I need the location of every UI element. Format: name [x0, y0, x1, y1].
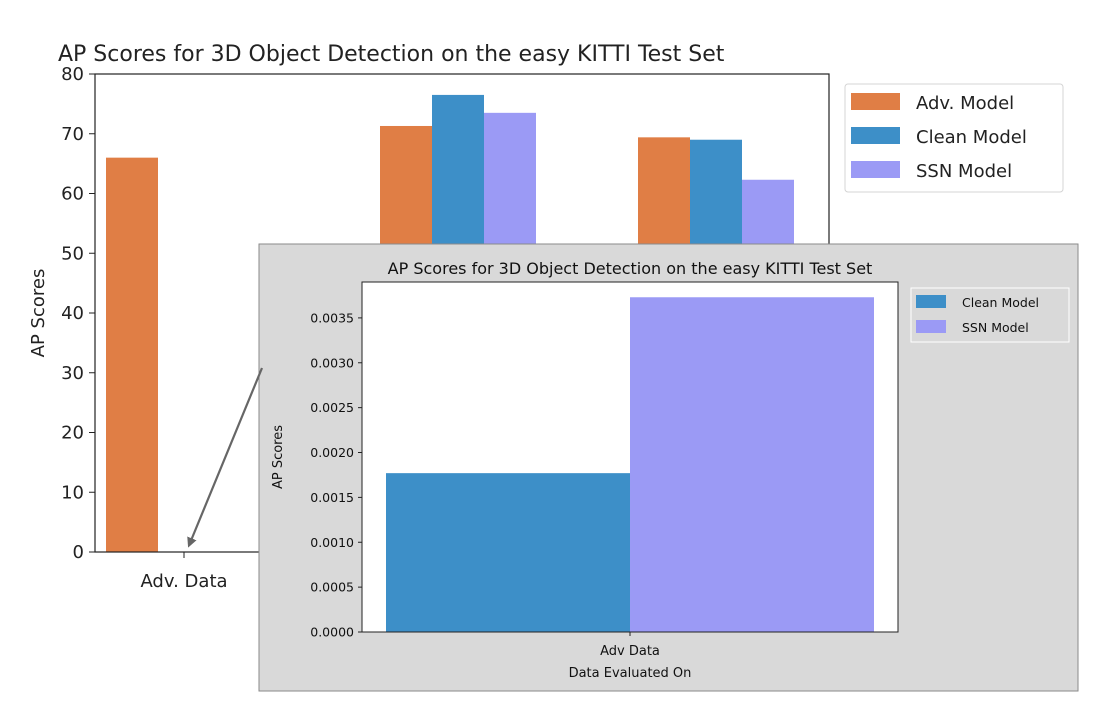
- inset-chart: AP Scores for 3D Object Detection on the…: [258, 243, 1079, 692]
- callout-arrow: [187, 367, 264, 548]
- main-chart-title: AP Scores for 3D Object Detection on the…: [58, 42, 725, 67]
- inset-legend-label-ssn-model: SSN Model: [962, 320, 1029, 335]
- inset-y-tick-label: 0.0020: [310, 445, 354, 460]
- inset-legend: Clean Model SSN Model: [910, 287, 1070, 343]
- legend-swatch-ssn-model: [851, 161, 900, 178]
- main-y-axis-label: AP Scores: [28, 269, 49, 358]
- inset-legend-swatch-clean-model: [916, 295, 946, 308]
- inset-bar-clean-model: [386, 473, 630, 632]
- inset-y-tick-label: 0.0030: [310, 355, 354, 370]
- inset-bar-ssn-model: [630, 297, 874, 632]
- inset-x-tick-label: Adv Data: [600, 644, 660, 659]
- legend-swatch-clean-model: [851, 127, 900, 144]
- inset-y-axis: 0.0000 0.0005 0.0010 0.0015 0.0020 0.0025 0.00…: [310, 310, 362, 640]
- main-y-tick-label: 60: [61, 184, 84, 205]
- main-y-tick-label: 40: [61, 303, 84, 324]
- main-y-tick-label: 50: [61, 243, 84, 264]
- inset-legend-label-clean-model: Clean Model: [962, 295, 1039, 310]
- inset-y-tick-label: 0.0015: [310, 490, 354, 505]
- main-legend: Adv. Model Clean Model SSN Model: [844, 83, 1064, 193]
- inset-x-axis-label: Data Evaluated On: [569, 666, 692, 681]
- inset-bars: [386, 297, 874, 632]
- inset-chart-title: AP Scores for 3D Object Detection on the…: [388, 259, 873, 278]
- inset-y-axis-label: AP Scores: [271, 425, 286, 489]
- legend-label-adv-model: Adv. Model: [916, 93, 1014, 114]
- main-y-tick-label: 20: [61, 423, 84, 444]
- inset-y-tick-label: 0.0000: [310, 625, 354, 640]
- main-y-tick-label: 10: [61, 482, 84, 503]
- inset-y-tick-label: 0.0035: [310, 310, 354, 325]
- main-y-tick-label: 0: [73, 542, 84, 563]
- main-x-axis: Adv. Data: [140, 552, 228, 592]
- inset-y-tick-label: 0.0010: [310, 535, 354, 550]
- legend-swatch-adv-model: [851, 93, 900, 110]
- main-y-axis: 0 10 20 30 40 50 60 70 80: [61, 64, 95, 563]
- main-y-tick-label: 70: [61, 124, 84, 145]
- legend-label-clean-model: Clean Model: [916, 127, 1027, 148]
- inset-legend-swatch-ssn-model: [916, 320, 946, 333]
- inset-y-tick-label: 0.0025: [310, 400, 354, 415]
- main-x-tick-label: Adv. Data: [140, 571, 227, 592]
- main-y-tick-label: 80: [61, 64, 84, 85]
- inset-y-tick-label: 0.0005: [310, 580, 354, 595]
- main-y-tick-label: 30: [61, 363, 84, 384]
- legend-label-ssn-model: SSN Model: [916, 161, 1012, 182]
- bar-adv-model-group-1: [106, 157, 158, 552]
